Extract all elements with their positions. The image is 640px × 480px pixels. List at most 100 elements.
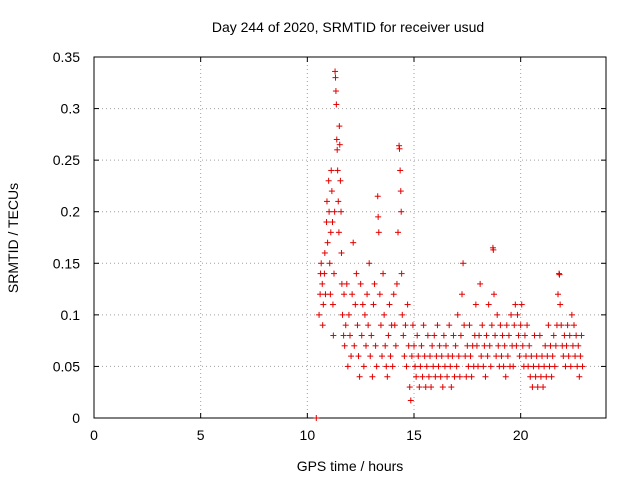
data-point — [327, 229, 334, 236]
data-point — [353, 270, 360, 277]
data-point — [431, 332, 438, 339]
y-tick-label: 0.25 — [53, 152, 80, 168]
data-point — [344, 363, 351, 370]
data-point — [363, 342, 369, 349]
y-tick-label: 0.1 — [61, 307, 81, 323]
data-point — [360, 363, 367, 370]
data-point — [347, 332, 353, 339]
data-point — [387, 353, 394, 360]
data-point — [468, 373, 475, 380]
data-point — [416, 384, 423, 391]
data-point — [408, 353, 415, 360]
data-point — [556, 271, 563, 278]
data-point — [332, 88, 339, 95]
plot-frame — [93, 56, 607, 419]
data-point — [545, 322, 552, 329]
data-point — [341, 291, 348, 298]
data-point — [513, 342, 520, 349]
x-tick-label: 15 — [406, 427, 422, 443]
data-point — [485, 301, 492, 308]
data-point — [566, 332, 573, 339]
data-point — [457, 332, 464, 339]
data-point — [359, 301, 366, 308]
data-point — [524, 322, 531, 329]
data-point — [465, 363, 472, 370]
y-tick-label: 0.15 — [53, 255, 80, 271]
data-point — [413, 373, 420, 380]
data-point — [422, 384, 429, 391]
y-tick-label: 0.05 — [53, 358, 80, 374]
data-point — [376, 291, 383, 298]
data-point — [438, 353, 445, 360]
data-point — [443, 342, 449, 349]
data-point — [348, 353, 355, 360]
data-point — [407, 397, 414, 404]
data-point — [501, 342, 508, 349]
data-point — [573, 332, 580, 339]
data-point — [368, 332, 375, 339]
x-axis-label: GPS time / hours — [297, 458, 404, 474]
data-point — [358, 332, 365, 339]
x-tick-label: 20 — [513, 427, 529, 443]
data-point — [435, 363, 442, 370]
data-point — [550, 332, 557, 339]
data-point — [374, 193, 381, 200]
data-point — [365, 322, 372, 329]
data-point — [463, 373, 470, 380]
data-point — [332, 68, 339, 75]
data-point — [461, 322, 468, 329]
data-point — [508, 311, 515, 318]
data-point — [375, 229, 382, 236]
data-point — [323, 219, 330, 226]
data-point — [488, 322, 495, 329]
data-point — [421, 353, 428, 360]
data-points — [313, 68, 586, 421]
data-point — [317, 291, 324, 298]
data-point — [352, 301, 359, 308]
data-point — [459, 291, 465, 298]
data-point — [392, 342, 399, 349]
data-point — [343, 280, 350, 287]
data-point — [562, 363, 569, 370]
data-point — [527, 373, 534, 380]
data-point — [498, 353, 505, 360]
data-point — [534, 384, 541, 391]
data-point — [351, 342, 358, 349]
data-point — [467, 353, 474, 360]
data-point — [324, 239, 331, 246]
data-point — [395, 229, 401, 236]
data-point — [547, 342, 554, 349]
data-point — [574, 363, 581, 370]
x-tick-label: 0 — [90, 427, 98, 443]
data-point — [430, 363, 437, 370]
data-point — [328, 188, 335, 195]
data-point — [415, 353, 422, 360]
y-tick-label: 0 — [72, 410, 80, 426]
data-point — [404, 301, 411, 308]
data-point — [432, 373, 439, 380]
data-point — [453, 363, 460, 370]
data-point — [326, 260, 333, 267]
data-point — [454, 311, 461, 318]
data-point — [456, 373, 463, 380]
data-point — [329, 301, 336, 308]
data-point — [529, 384, 536, 391]
data-point — [338, 249, 345, 256]
data-point — [350, 239, 357, 246]
data-point — [571, 322, 577, 329]
data-point — [543, 373, 550, 380]
data-point — [340, 332, 347, 339]
data-point — [490, 246, 497, 253]
data-point — [361, 311, 368, 318]
data-point — [367, 353, 374, 360]
data-point — [329, 219, 336, 226]
data-point — [561, 332, 568, 339]
ticks — [93, 56, 606, 419]
data-point — [357, 280, 364, 287]
data-point — [382, 342, 389, 349]
data-point — [333, 136, 340, 143]
data-point — [448, 384, 455, 391]
data-point — [398, 270, 405, 277]
data-point — [369, 373, 376, 380]
data-point — [563, 342, 570, 349]
